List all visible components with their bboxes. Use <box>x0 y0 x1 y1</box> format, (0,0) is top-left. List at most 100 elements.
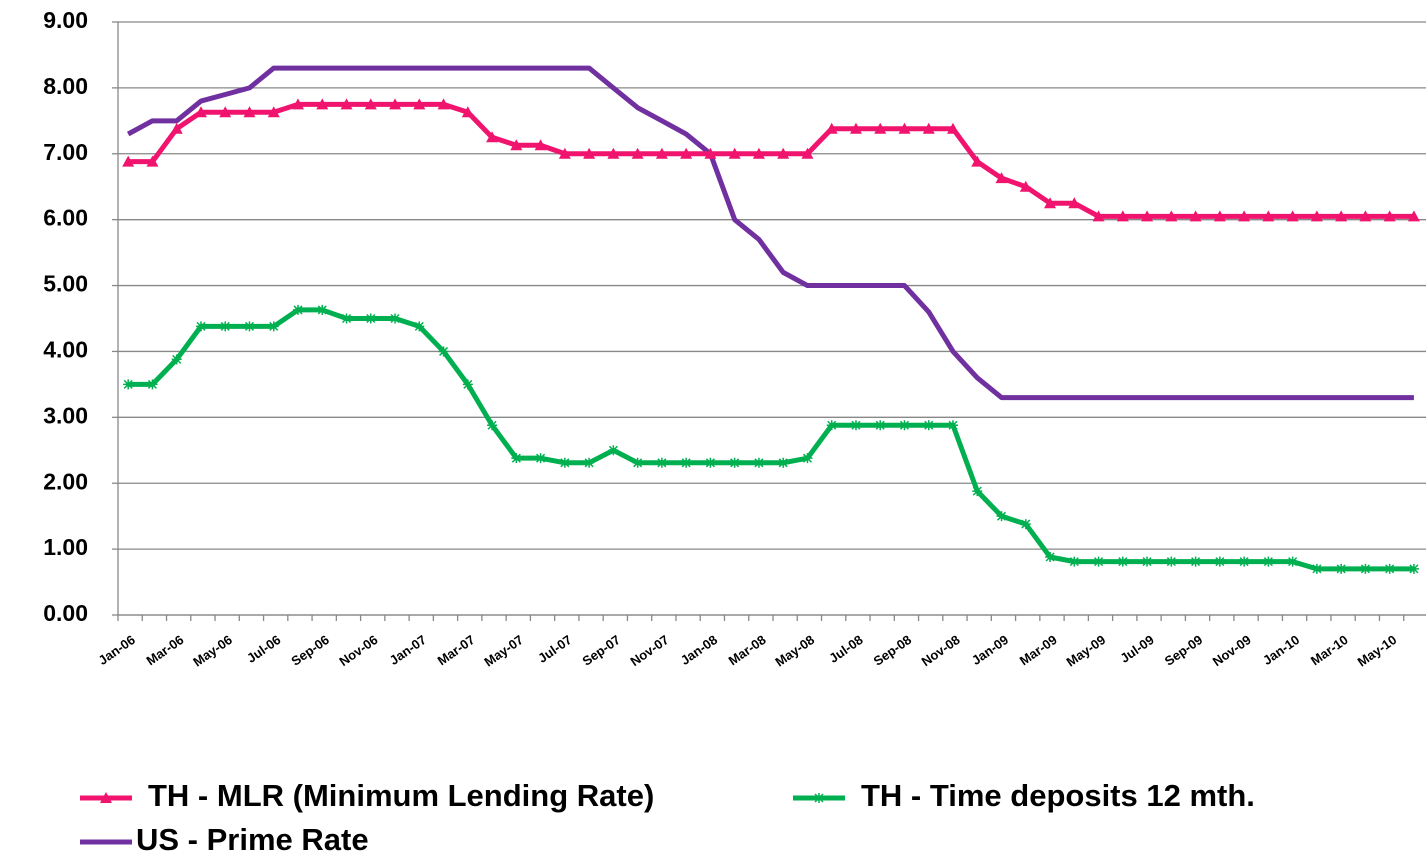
point-marker <box>438 346 449 357</box>
point-marker <box>316 98 329 110</box>
point-marker <box>293 304 304 315</box>
y-tick-label: 0.00 <box>43 600 88 626</box>
point-marker <box>632 457 643 468</box>
x-tick-label: Jul-07 <box>535 632 574 666</box>
point-marker <box>655 147 668 159</box>
point-marker <box>462 379 473 390</box>
point-marker <box>948 420 959 431</box>
point-marker <box>364 98 377 110</box>
y-tick-label: 4.00 <box>43 337 88 363</box>
point-marker <box>1239 556 1250 567</box>
x-tick-label: Sep-06 <box>288 632 332 669</box>
point-marker <box>1165 210 1178 222</box>
x-tick-label: Jul-06 <box>244 632 283 666</box>
point-marker <box>437 98 450 110</box>
legend-label: US - Prime Rate <box>136 822 369 857</box>
point-marker <box>1019 180 1032 192</box>
point-marker <box>122 155 135 167</box>
point-marker <box>1336 563 1347 574</box>
point-marker <box>728 147 741 159</box>
point-marker <box>607 147 620 159</box>
point-marker <box>268 321 279 332</box>
x-tick-label: Nov-09 <box>1210 632 1254 669</box>
point-marker <box>194 106 207 118</box>
point-marker <box>996 511 1007 522</box>
point-marker <box>559 457 570 468</box>
x-tick-label: May-10 <box>1355 632 1400 670</box>
y-tick-label: 1.00 <box>43 534 88 560</box>
y-tick-label: 3.00 <box>43 402 88 428</box>
point-marker <box>558 147 571 159</box>
point-marker <box>1166 556 1177 567</box>
point-marker <box>267 106 280 118</box>
point-marker <box>875 420 886 431</box>
point-marker <box>608 445 619 456</box>
x-tick-label: Jan-09 <box>969 632 1011 668</box>
point-marker <box>1044 197 1057 209</box>
point-marker <box>681 457 692 468</box>
point-marker <box>1141 210 1154 222</box>
x-tick-label: Jan-08 <box>678 632 720 668</box>
point-marker <box>340 98 353 110</box>
point-marker <box>1190 556 1201 567</box>
x-tick-label: Nov-08 <box>919 632 963 669</box>
point-marker <box>899 420 910 431</box>
point-marker <box>680 147 693 159</box>
legend-entry: TH - MLR (Minimum Lending Rate) <box>80 778 654 813</box>
legend-marker <box>100 792 112 803</box>
point-marker <box>923 420 934 431</box>
point-marker <box>511 453 522 464</box>
point-marker <box>971 155 984 167</box>
x-tick-label: Jul-08 <box>826 632 865 666</box>
point-marker <box>413 98 426 110</box>
x-tick-label: Jan-10 <box>1260 632 1302 668</box>
point-marker <box>317 304 328 315</box>
legend-label: TH - MLR (Minimum Lending Rate) <box>148 778 654 813</box>
y-tick-label: 8.00 <box>43 73 88 99</box>
point-marker <box>1213 210 1226 222</box>
point-marker <box>972 486 983 497</box>
x-tick-label: Nov-07 <box>627 632 671 669</box>
point-marker <box>752 147 765 159</box>
point-marker <box>995 172 1008 184</box>
point-marker <box>244 321 255 332</box>
point-marker <box>1045 552 1056 563</box>
point-marker <box>1189 210 1202 222</box>
point-marker <box>1020 519 1031 530</box>
point-marker <box>1116 210 1129 222</box>
point-marker <box>1311 563 1322 574</box>
point-marker <box>1263 556 1274 567</box>
point-marker <box>171 354 182 365</box>
x-tick-label: May-06 <box>190 632 235 670</box>
point-marker <box>1142 556 1153 567</box>
point-marker <box>1092 210 1105 222</box>
point-marker <box>219 106 232 118</box>
point-marker <box>510 139 523 151</box>
point-marker <box>1407 210 1420 222</box>
point-marker <box>1238 210 1251 222</box>
point-marker <box>1335 210 1348 222</box>
point-marker <box>898 122 911 134</box>
x-tick-label: Nov-06 <box>336 632 380 669</box>
point-marker <box>1117 556 1128 567</box>
x-tick-label: Sep-09 <box>1162 632 1206 669</box>
x-tick-label: May-07 <box>481 632 526 670</box>
point-marker <box>146 155 159 167</box>
point-marker <box>123 379 134 390</box>
y-tick-label: 6.00 <box>43 205 88 231</box>
point-marker <box>461 106 474 118</box>
point-marker <box>705 457 716 468</box>
series-line <box>128 101 1414 219</box>
x-tick-label: Sep-08 <box>871 632 915 669</box>
point-marker <box>584 457 595 468</box>
point-marker <box>801 147 814 159</box>
series-line <box>128 307 1414 572</box>
point-marker <box>656 457 667 468</box>
y-tick-label: 7.00 <box>43 139 88 165</box>
point-marker <box>1069 556 1080 567</box>
point-marker <box>389 98 402 110</box>
x-tick-label: Mar-10 <box>1308 632 1351 668</box>
point-marker <box>1068 197 1081 209</box>
x-tick-label: Mar-09 <box>1017 632 1060 668</box>
y-tick-label: 5.00 <box>43 271 88 297</box>
